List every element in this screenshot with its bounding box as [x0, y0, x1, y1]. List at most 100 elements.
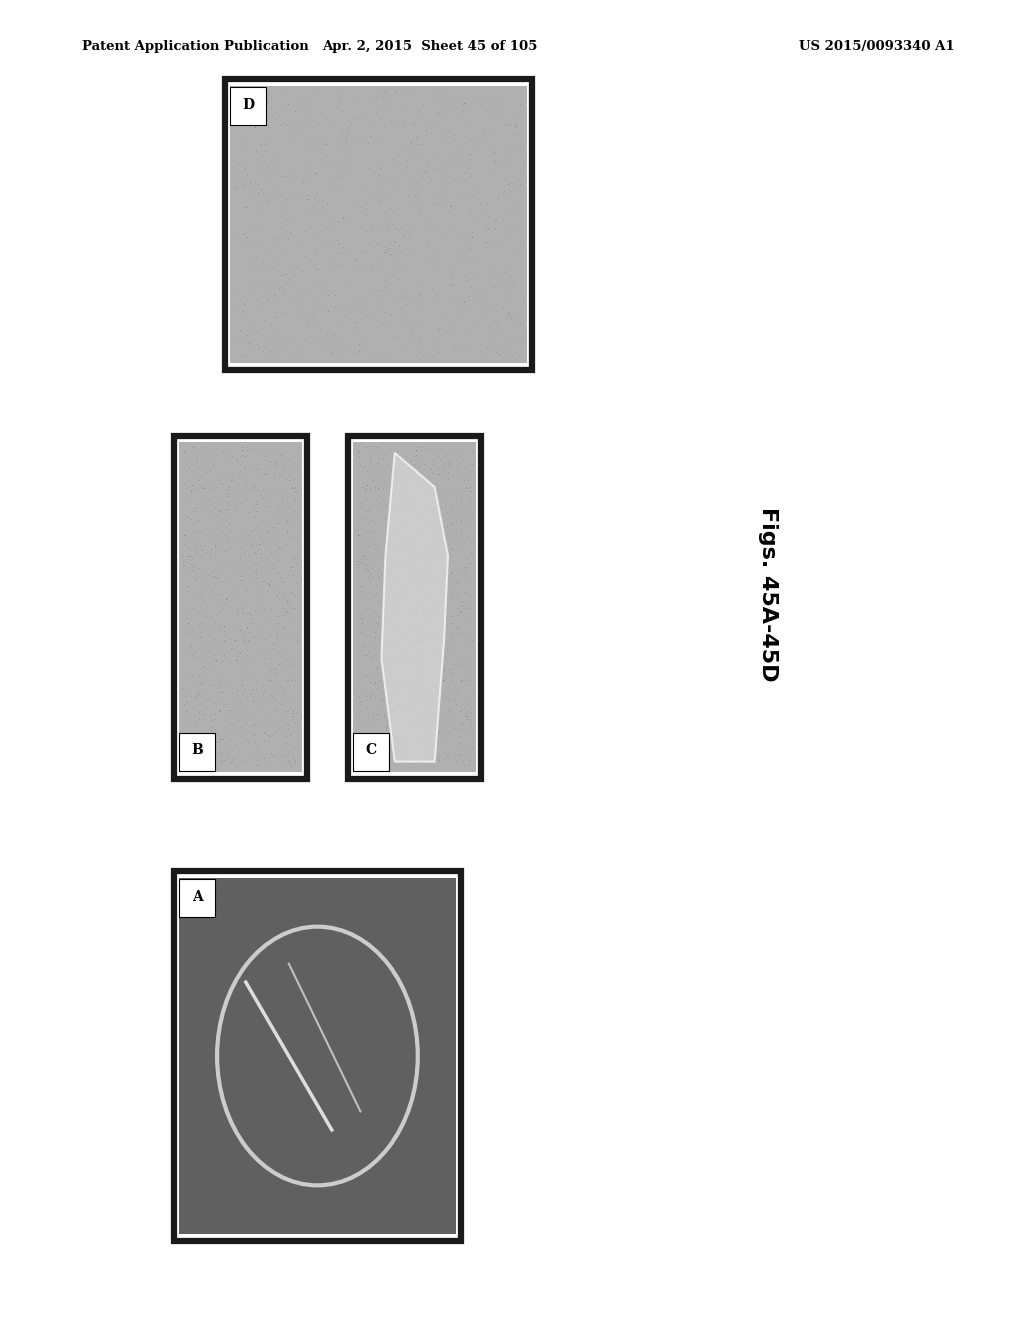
Point	[438, 193, 455, 214]
Point	[179, 576, 196, 597]
Point	[464, 630, 480, 651]
Point	[502, 308, 518, 329]
Point	[184, 645, 201, 667]
Point	[238, 704, 254, 725]
Point	[285, 1106, 301, 1127]
Point	[339, 1184, 355, 1205]
Point	[335, 207, 351, 228]
Point	[330, 253, 346, 275]
Point	[409, 623, 425, 644]
Point	[215, 1203, 231, 1224]
Point	[297, 1081, 313, 1102]
Point	[333, 912, 349, 933]
Point	[450, 618, 466, 639]
Point	[188, 525, 205, 546]
Point	[195, 919, 211, 940]
Point	[372, 1019, 388, 1040]
Point	[243, 478, 259, 499]
Point	[216, 1072, 232, 1093]
Point	[451, 586, 467, 607]
Point	[453, 520, 469, 541]
Point	[498, 141, 514, 162]
Point	[366, 614, 382, 635]
Point	[209, 882, 225, 903]
Point	[392, 589, 409, 610]
Point	[289, 1089, 305, 1110]
Point	[371, 606, 387, 627]
Point	[380, 987, 396, 1008]
Point	[467, 315, 483, 337]
Point	[232, 176, 249, 197]
Point	[298, 314, 314, 335]
Point	[224, 469, 241, 490]
Point	[232, 1155, 249, 1176]
Point	[287, 754, 303, 775]
Point	[461, 597, 477, 618]
Point	[218, 734, 234, 755]
Point	[439, 700, 456, 721]
Point	[471, 304, 487, 325]
Point	[236, 917, 252, 939]
Point	[246, 519, 262, 540]
Point	[382, 665, 398, 686]
Point	[250, 115, 266, 136]
Point	[196, 457, 212, 478]
Point	[182, 553, 199, 574]
Point	[417, 965, 433, 986]
Point	[371, 755, 387, 776]
Point	[369, 293, 385, 314]
Point	[358, 437, 375, 458]
Point	[217, 1049, 233, 1071]
Point	[288, 477, 304, 498]
Point	[274, 925, 291, 946]
Point	[208, 651, 224, 672]
Point	[427, 638, 443, 659]
Point	[362, 255, 379, 276]
Point	[354, 737, 371, 758]
Point	[310, 326, 327, 347]
Point	[367, 974, 383, 995]
Point	[386, 83, 402, 104]
Point	[496, 261, 512, 282]
Point	[233, 306, 250, 327]
Point	[331, 317, 347, 338]
Point	[276, 622, 293, 643]
Point	[338, 1059, 354, 1080]
Point	[191, 614, 208, 635]
Point	[209, 1173, 225, 1195]
Point	[246, 182, 262, 203]
Point	[191, 742, 208, 763]
Point	[422, 170, 438, 191]
Point	[239, 640, 255, 661]
Point	[411, 99, 427, 120]
Point	[193, 1119, 209, 1140]
Point	[452, 135, 468, 156]
Point	[432, 944, 449, 965]
Point	[402, 560, 419, 581]
Point	[334, 1139, 350, 1160]
Point	[194, 1005, 210, 1026]
Point	[196, 656, 212, 677]
Point	[495, 210, 511, 231]
Point	[248, 558, 264, 579]
Point	[443, 671, 460, 692]
Point	[486, 312, 503, 333]
Point	[200, 488, 216, 510]
Point	[430, 102, 446, 123]
Point	[438, 1159, 455, 1180]
Point	[321, 1028, 337, 1049]
Point	[263, 490, 280, 511]
Point	[280, 94, 296, 115]
Point	[249, 582, 265, 603]
Point	[459, 701, 475, 722]
Point	[423, 698, 439, 719]
Point	[253, 638, 269, 659]
Point	[352, 492, 369, 513]
Point	[224, 751, 241, 772]
Point	[175, 693, 191, 714]
Point	[353, 612, 370, 634]
Point	[371, 1166, 387, 1187]
Point	[239, 987, 255, 1008]
Point	[377, 1115, 393, 1137]
Point	[293, 999, 309, 1020]
